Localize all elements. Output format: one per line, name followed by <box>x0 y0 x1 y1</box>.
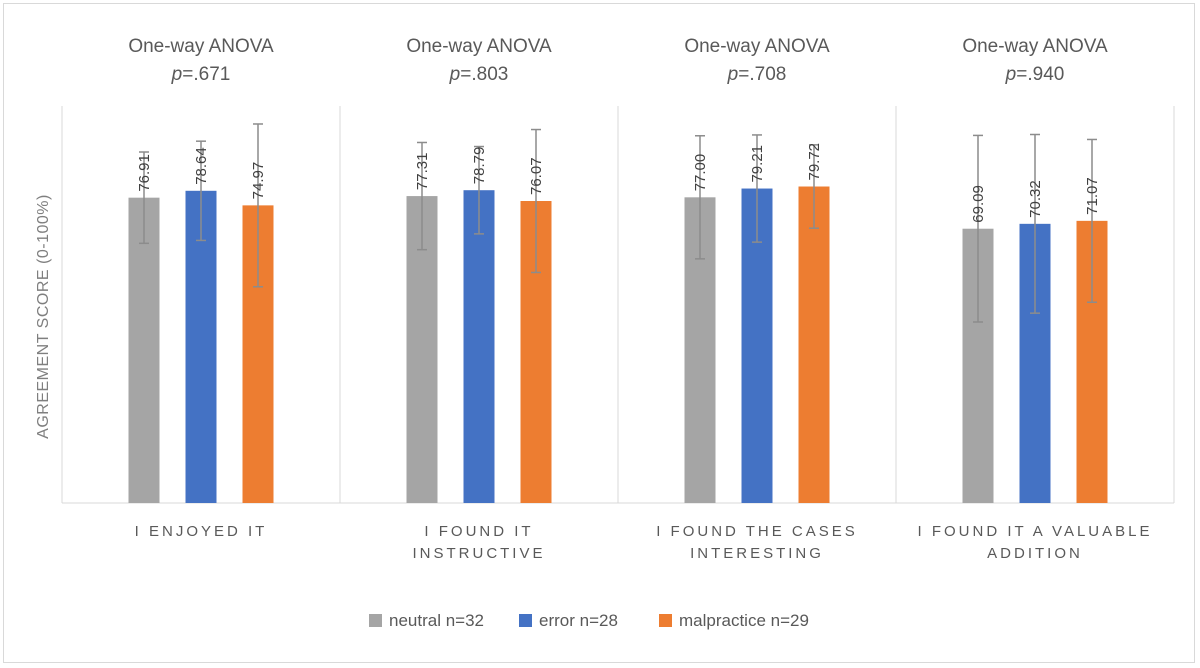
data-label: 70.32 <box>1027 180 1044 218</box>
legend-swatch <box>369 614 382 627</box>
legend-swatch <box>659 614 672 627</box>
p-symbol: p <box>171 64 183 85</box>
x-tick-label: I FOUND IT <box>424 523 533 540</box>
x-tick-label: I FOUND THE CASES <box>656 523 858 540</box>
data-label: 77.31 <box>414 153 431 191</box>
panel-title-p: p=.803 <box>449 64 509 85</box>
p-symbol: p <box>449 64 461 85</box>
data-label: 69.09 <box>970 185 987 223</box>
p-value: =.671 <box>182 64 230 85</box>
x-tick-label: INTERESTING <box>690 545 824 562</box>
data-label: 77.00 <box>692 154 709 192</box>
bar <box>185 190 217 503</box>
x-tick-label: I FOUND IT A VALUABLE <box>917 523 1152 540</box>
data-label: 79.72 <box>806 143 823 181</box>
panel-title-test: One-way ANOVA <box>684 36 830 57</box>
legend-label: malpractice n=29 <box>679 611 809 630</box>
panel-title-test: One-way ANOVA <box>962 36 1108 57</box>
p-value: =.803 <box>460 64 508 85</box>
x-tick-label: I ENJOYED IT <box>135 523 268 540</box>
bar <box>128 197 160 503</box>
data-label: 79.21 <box>749 145 766 183</box>
panel-title-p: p=.940 <box>1005 64 1065 85</box>
p-value: =.708 <box>738 64 786 85</box>
panel-title-p: p=.671 <box>171 64 231 85</box>
p-value: =.940 <box>1016 64 1064 85</box>
data-label: 76.07 <box>528 157 545 195</box>
legend-label: neutral n=32 <box>389 611 484 630</box>
panel-title-p: p=.708 <box>727 64 787 85</box>
x-tick-label: ADDITION <box>987 545 1083 562</box>
data-label: 78.79 <box>471 147 488 185</box>
bar <box>463 190 495 503</box>
y-axis-label: AGREEMENT SCORE (0-100%) <box>35 194 52 439</box>
legend-swatch <box>519 614 532 627</box>
data-label: 78.64 <box>193 147 210 185</box>
data-label: 74.97 <box>250 162 267 200</box>
panel-title-test: One-way ANOVA <box>406 36 552 57</box>
x-tick-label: INSTRUCTIVE <box>412 545 545 562</box>
bar <box>798 186 830 503</box>
data-label: 71.07 <box>1084 177 1101 215</box>
p-symbol: p <box>727 64 739 85</box>
data-label: 76.91 <box>136 154 153 192</box>
legend-label: error n=28 <box>539 611 618 630</box>
p-symbol: p <box>1005 64 1017 85</box>
panel-title-test: One-way ANOVA <box>128 36 274 57</box>
